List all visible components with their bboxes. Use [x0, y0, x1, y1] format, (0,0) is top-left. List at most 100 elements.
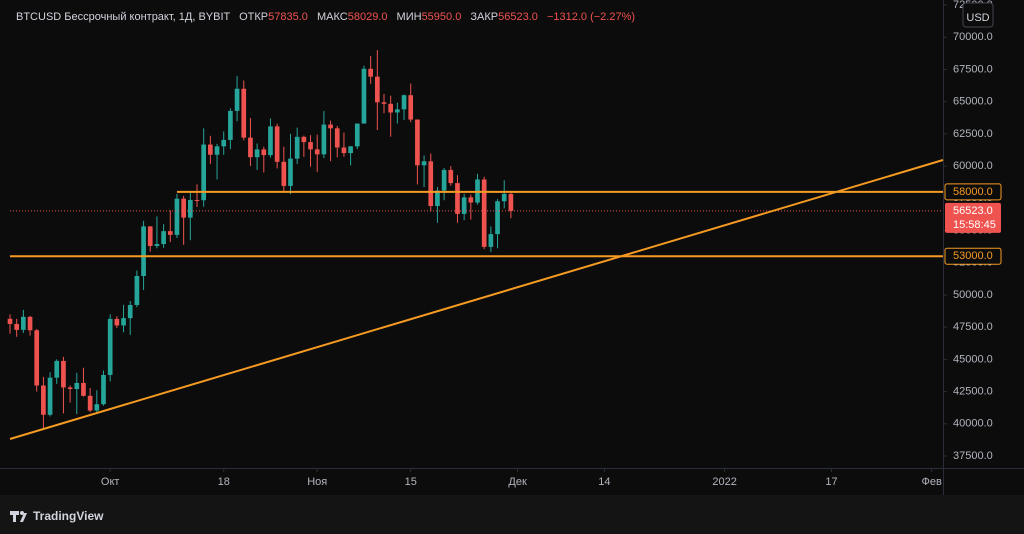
candle-body — [321, 124, 327, 155]
x-tick-label: 2022 — [712, 476, 736, 488]
candle-body — [481, 179, 487, 247]
currency: USD — [966, 12, 989, 24]
change: −1312.0 (−2.27%) — [546, 11, 636, 23]
candle-body — [161, 231, 166, 245]
candle-body — [94, 404, 100, 411]
candle-body — [254, 149, 260, 158]
candle-body — [41, 385, 46, 415]
candle-body — [61, 360, 66, 388]
candle-body — [435, 190, 440, 207]
candle-body — [361, 68, 367, 124]
candle-body — [381, 102, 387, 104]
candle-body — [388, 103, 394, 113]
footer-bg — [0, 495, 1024, 534]
candle-body — [27, 316, 33, 331]
candle-body — [374, 76, 380, 103]
candle-body — [174, 198, 180, 235]
candle-body — [234, 88, 240, 111]
close-value: 56523.0 — [498, 11, 538, 23]
candle-body — [448, 169, 454, 184]
candle-body — [127, 304, 133, 319]
open-label: ОТКР — [239, 11, 269, 23]
open-value: 57835.0 — [268, 11, 308, 23]
candle-body — [455, 183, 460, 214]
candle-body — [154, 244, 160, 246]
y-tick-label: 42500.0 — [953, 385, 993, 397]
x-tick-label: Фев — [921, 476, 941, 488]
candle-body — [67, 387, 73, 389]
candle-body — [301, 136, 307, 143]
x-tick-label: Ноя — [307, 476, 327, 488]
candle-body — [34, 330, 40, 386]
candle-body — [81, 382, 86, 396]
legend: BTCUSD Бессрочный контракт, 1Д, BYBIT ОТ… — [16, 11, 635, 23]
candle-body — [248, 137, 253, 158]
candle-body — [495, 201, 500, 235]
chart-bg — [0, 0, 1024, 495]
candle-body — [87, 395, 93, 411]
y-tick-label: 50000.0 — [953, 289, 993, 301]
symbol: BTCUSD Бессрочный контракт, 1Д, BYBIT — [16, 11, 231, 23]
candle-body — [167, 231, 173, 235]
candle-body — [121, 318, 126, 326]
candle-body — [308, 142, 313, 150]
y-tick-label: 62500.0 — [953, 128, 993, 140]
x-tick-label: Дек — [508, 476, 527, 488]
level-tag — [944, 247, 1002, 265]
candle-body — [194, 199, 200, 201]
candle-body — [274, 126, 280, 162]
candle-body — [268, 126, 273, 156]
x-tick-label: Окт — [101, 476, 120, 488]
x-tick-label: 17 — [825, 476, 837, 488]
candle-body — [114, 318, 120, 326]
currency-box — [962, 2, 994, 28]
trendline — [9, 159, 944, 440]
candle-body — [14, 323, 20, 330]
candle-body — [468, 197, 474, 203]
candle-body — [47, 377, 53, 415]
candle-body — [261, 149, 267, 156]
countdown: 15:58:45 — [953, 219, 996, 231]
candle-body — [221, 139, 227, 147]
branding: TradingView — [33, 509, 104, 523]
level-tag-label: 58000.0 — [953, 186, 993, 198]
candle-body — [354, 123, 360, 147]
high-value: 58029.0 — [347, 11, 388, 23]
candle-body — [201, 144, 207, 201]
candle-body — [428, 161, 434, 207]
candle-body — [395, 109, 400, 113]
candle-body — [228, 110, 233, 140]
candle-body — [508, 193, 514, 211]
x-tick-label: 15 — [405, 476, 417, 488]
candle-body — [281, 161, 287, 186]
candle-body — [341, 147, 347, 154]
candle-body — [441, 169, 447, 191]
candle-body — [21, 316, 26, 330]
candle-body — [288, 158, 293, 186]
candle-body — [401, 95, 407, 110]
candle-body — [208, 144, 213, 155]
candle-body — [421, 161, 427, 166]
candle-body — [187, 199, 193, 218]
level-tag — [944, 183, 1002, 201]
candle-body — [314, 149, 320, 155]
y-tick-label: 70000.0 — [953, 31, 993, 43]
candle-body — [241, 88, 247, 138]
low-label: МИН — [396, 11, 422, 23]
candle-body — [134, 275, 140, 305]
y-tick-label: 65000.0 — [953, 96, 993, 108]
level-tag-label: 53000.0 — [953, 250, 993, 262]
y-tick-label: 67500.0 — [953, 63, 993, 75]
candle-body — [501, 193, 507, 202]
y-tick-label: 37500.0 — [953, 450, 993, 462]
y-tick-label: 40000.0 — [953, 418, 993, 430]
candle-body — [54, 360, 60, 378]
y-tick-label: 45000.0 — [953, 353, 993, 365]
x-tick-label: 14 — [598, 476, 610, 488]
candle-body — [488, 234, 494, 247]
close-label: ЗАКР — [470, 11, 499, 23]
candle-body — [141, 226, 146, 276]
candle-body — [101, 374, 106, 405]
